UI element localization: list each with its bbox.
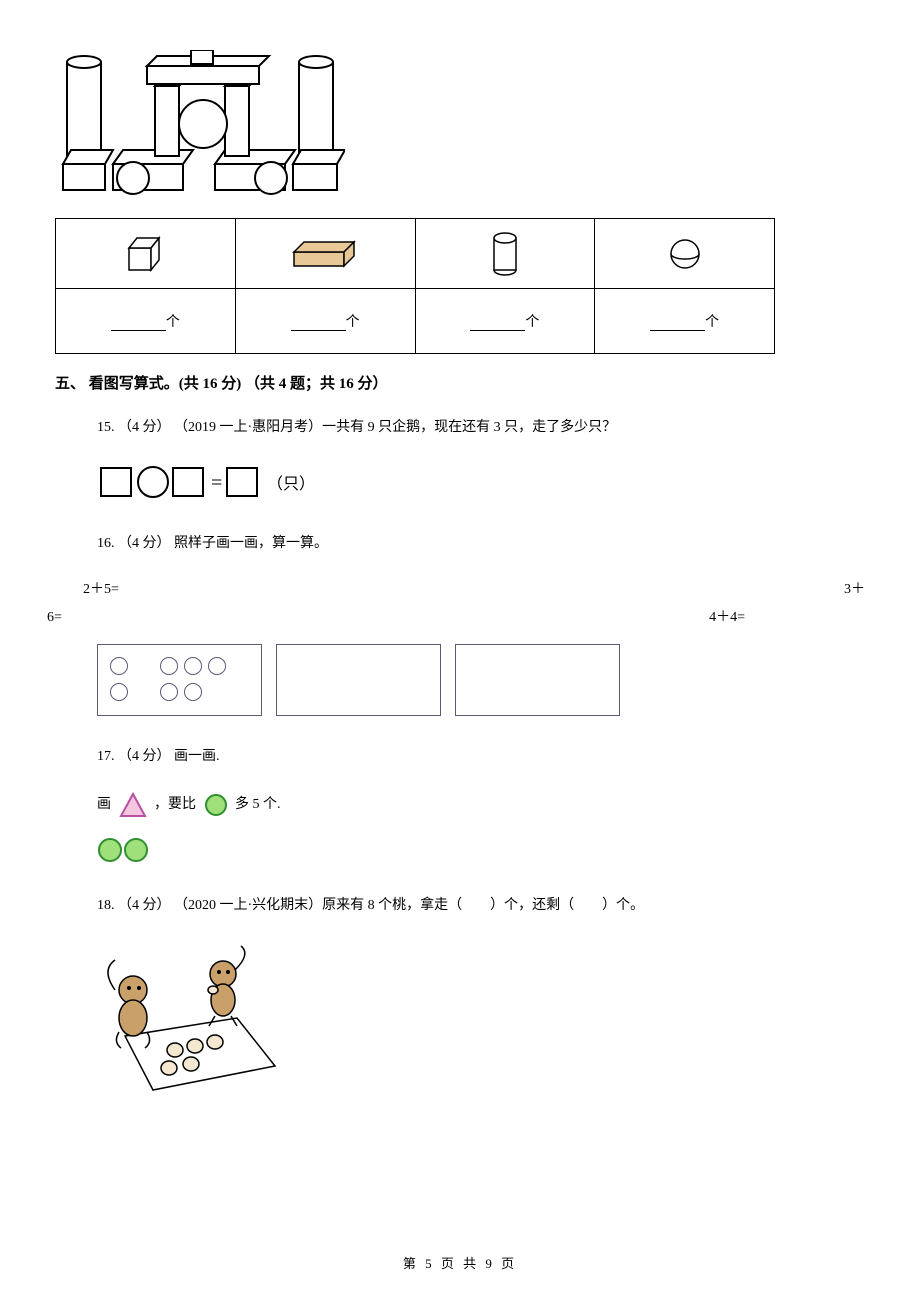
q16-expr1: 2＋5=: [83, 578, 119, 598]
q16-expr2b-right: 4＋4=: [709, 606, 745, 626]
q15-unit: （只）: [267, 475, 315, 493]
green-circle-icon: [204, 793, 228, 817]
sphere-icon: [667, 236, 703, 272]
q18-text: 18. （4 分） （2020 一上·兴化期末）原来有 8 个桃，拿走（ ）个，…: [97, 893, 865, 918]
q16-expr2: 3＋: [844, 578, 865, 598]
cube-icon: [123, 234, 167, 274]
sphere-count-cell: 个: [595, 289, 775, 354]
q15-equation-boxes: = （只）: [97, 462, 865, 507]
blocks-illustration: [55, 50, 865, 218]
q16-box-3: [455, 644, 620, 716]
triangle-icon: [119, 792, 147, 818]
cylinder-header-cell: [415, 219, 595, 289]
sphere-header-cell: [595, 219, 775, 289]
q16-boxes: [97, 644, 865, 716]
section-5-heading: 五、 看图写算式。(共 16 分) （共 4 题；共 16 分）: [55, 372, 865, 393]
cylinder-count-cell: 个: [415, 289, 595, 354]
q16-expr-row2: 6= 4＋4=: [55, 606, 865, 626]
q16-box-2: [276, 644, 441, 716]
q17-instruction: 画 ，要比 多 5 个.: [97, 792, 865, 818]
q17-given-circles: [97, 836, 865, 869]
q18-monkey-illustration: [55, 940, 865, 1100]
q16-box-1: [97, 644, 262, 716]
cube-count-cell: 个: [56, 289, 236, 354]
svg-text:=: =: [211, 472, 222, 494]
q16-expr2b-left: 6=: [47, 610, 62, 626]
q16-expr-row1: 2＋5= 3＋: [55, 578, 865, 598]
cube-header-cell: [56, 219, 236, 289]
page-footer: 第 5 页 共 9 页: [0, 1253, 920, 1272]
q15-text: 15. （4 分） （2019 一上·惠阳月考）一共有 9 只企鹅，现在还有 3…: [97, 415, 865, 440]
q17-text: 17. （4 分） 画一画.: [97, 744, 865, 769]
cuboid-header-cell: [235, 219, 415, 289]
cylinder-icon: [490, 232, 520, 276]
shape-count-table: 个 个 个 个: [55, 218, 775, 354]
q16-text: 16. （4 分） 照样子画一画，算一算。: [97, 531, 865, 556]
cuboid-count-cell: 个: [235, 289, 415, 354]
cuboid-icon: [290, 238, 360, 270]
